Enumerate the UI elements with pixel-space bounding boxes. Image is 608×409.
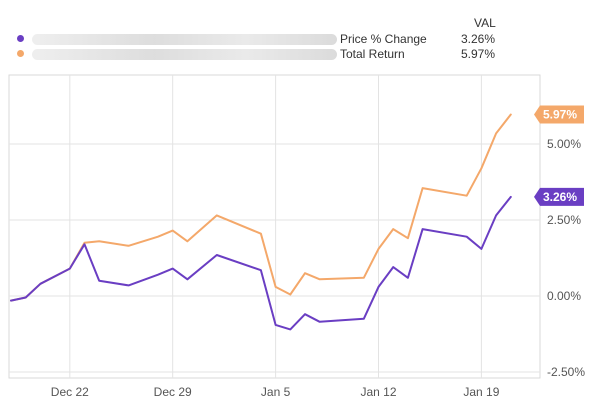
y-tick-label: 2.50%	[547, 213, 581, 227]
legend-dot-icon	[17, 50, 24, 57]
end-label-text: 3.26%	[543, 190, 577, 204]
legend-row-price-change[interactable]: Price % Change 3.26%	[0, 31, 608, 47]
x-tick-label: Jan 5	[261, 385, 291, 399]
y-tick-label: -2.50%	[547, 365, 585, 379]
end-label-badge	[534, 187, 584, 206]
x-tick-label: Dec 29	[154, 385, 192, 399]
redacted-ticker-label	[32, 34, 337, 45]
legend-series-value: 3.26%	[460, 32, 495, 46]
x-tick-label: Jan 12	[360, 385, 396, 399]
x-tick-label: Dec 22	[51, 385, 89, 399]
end-label-text: 5.97%	[543, 108, 577, 122]
legend-series-value: 5.97%	[460, 47, 495, 61]
y-tick-label: 0.00%	[547, 289, 581, 303]
chart-legend: VAL Price % Change 3.26% Total Return 5.…	[0, 0, 608, 70]
legend-series-name: Total Return	[340, 47, 405, 61]
legend-row-total-return[interactable]: Total Return 5.97%	[0, 46, 608, 62]
legend-value-header: VAL	[474, 16, 496, 30]
total-return-end-label: 5.97%	[534, 105, 584, 124]
price-change-end-label: 3.26%	[534, 187, 584, 206]
legend-series-name: Price % Change	[340, 32, 427, 46]
price-change-line	[10, 195, 512, 331]
legend-dot-icon	[17, 35, 24, 42]
y-tick-label: 5.00%	[547, 137, 581, 151]
end-label-badge	[534, 105, 584, 124]
x-tick-label: Jan 19	[463, 385, 499, 399]
plot-frame	[8, 74, 541, 379]
redacted-ticker-label	[32, 49, 337, 60]
total-return-line	[10, 113, 512, 302]
